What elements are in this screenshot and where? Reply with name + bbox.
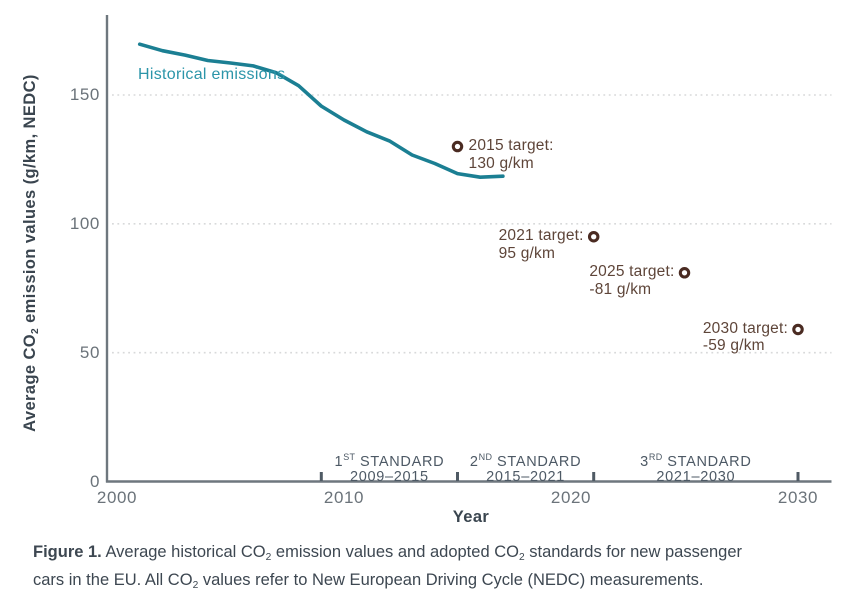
y-axis-title: Average CO2 emission values (g/km, NEDC): [21, 63, 45, 443]
series-label-historical-emissions: Historical emissions: [138, 66, 286, 83]
caption-run: standards for new passenger: [524, 543, 743, 561]
standard-ordinal-suffix: RD: [648, 452, 663, 462]
y-axis-title-subscript: 2: [30, 327, 42, 334]
caption-subscript: 2: [518, 552, 525, 564]
y-tick-label: 50: [79, 342, 100, 362]
y-tick-label: 100: [69, 213, 100, 233]
standard-ordinal-suffix: ST: [343, 452, 356, 462]
caption-run: cars in the EU. All CO: [33, 571, 193, 590]
caption-run: values refer to New European Driving Cyc…: [198, 571, 704, 590]
figure-caption: Figure 1. Average historical CO2 emissio…: [33, 541, 843, 597]
y-axis-title-text: Average CO: [21, 333, 39, 432]
y-tick-label: 0: [89, 471, 100, 491]
figure-caption-label: Figure 1.: [33, 543, 102, 561]
chart-label-overlay: Average CO2 emission values (g/km, NEDC)…: [21, 63, 819, 526]
target-label-2021: 2021 target: 95 g/km: [498, 227, 584, 262]
y-tick-label: 150: [69, 84, 100, 104]
target-ring-2015: [451, 140, 464, 153]
standard-label-1: 1ST STANDARD 2009–2015: [334, 452, 445, 485]
y-axis-title-units: emission values (g/km, NEDC): [21, 74, 39, 328]
standard-label-2: 2ND STANDARD 2015–2021: [469, 452, 582, 485]
target-label-2015: 2015 target: 130 g/km: [468, 137, 554, 172]
target-ring-2030: [792, 323, 804, 336]
x-tick-label: 2000: [96, 488, 138, 507]
caption-subscript: 2: [265, 552, 272, 564]
x-tick-label: 2010: [323, 488, 365, 507]
target-label-2030: 2030 target: -59 g/km: [702, 319, 788, 355]
target-label-2025: 2025 target: -81 g/km: [589, 263, 675, 298]
target-ring-2021: [587, 230, 600, 243]
caption-subscript: 2: [192, 580, 199, 592]
caption-run: emission values and adopted CO: [271, 543, 519, 561]
caption-run: Average historical CO: [101, 543, 266, 561]
chart-canvas: [105, 15, 832, 483]
target-ring-2025: [678, 267, 691, 279]
x-tick-label: 2030: [777, 488, 819, 507]
x-axis-title: Year: [452, 508, 490, 526]
historical-emissions-line: [137, 42, 505, 179]
x-tick-label: 2020: [550, 488, 592, 507]
standard-label-3: 3RD STANDARD 2021–2030: [640, 452, 752, 485]
standard-ordinal-suffix: ND: [478, 452, 493, 462]
